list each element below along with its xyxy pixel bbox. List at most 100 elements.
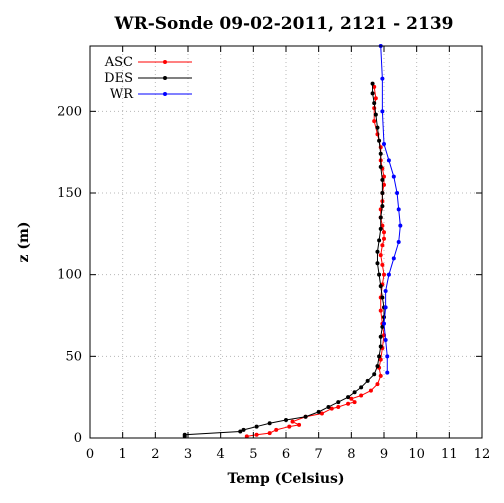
data-point-asc [382,272,386,277]
data-point-asc [359,393,364,398]
data-point-des [378,151,383,156]
data-point-des [380,177,385,182]
data-point-asc [382,230,386,235]
data-point-asc [382,174,386,179]
data-point-asc [375,382,380,387]
data-point-des [303,414,308,419]
data-point-wr [382,321,386,326]
legend-label-des: DES [104,71,133,86]
data-point-des [378,215,383,220]
data-point-des [378,344,383,349]
data-point-asc [267,431,272,436]
data-point-asc [380,243,385,248]
data-point-des [375,249,380,254]
data-point-des [377,354,382,359]
data-point-des [377,138,382,143]
data-point-des [378,284,383,289]
data-point-des [182,432,187,437]
data-point-asc [380,262,385,267]
series-asc [244,84,386,439]
legend-label-asc: ASC [104,55,133,70]
data-point-des [382,315,386,320]
data-point-des [375,261,380,266]
legend-label-wr: WR [110,87,134,102]
data-point-wr [395,191,400,195]
data-point-des [373,112,378,117]
data-point-asc [378,357,383,362]
data-point-wr [383,289,388,293]
data-point-asc [382,182,386,187]
x-tick-label: 6 [282,447,290,462]
data-point-wr [385,354,390,359]
x-tick-label: 3 [184,447,192,462]
data-point-wr [396,207,401,212]
x-tick-label: 11 [441,447,458,462]
data-point-des [352,390,357,395]
x-tick-label: 8 [347,447,355,462]
data-point-des [336,400,341,405]
data-point-asc [372,119,377,124]
data-point-wr [386,158,391,163]
y-axis-label: z (m) [16,222,32,263]
series-wr [378,44,403,375]
data-point-des [372,372,377,377]
y-tick-label: 100 [57,268,82,283]
x-axis-label: Temp (Celsius) [227,471,344,487]
series-line-wr [380,45,401,373]
data-point-asc [329,406,334,411]
data-point-des [326,404,331,409]
data-point-asc [382,236,386,241]
data-point-asc [352,400,357,405]
data-point-des [380,295,385,300]
y-tick-label: 200 [57,104,82,119]
x-tick-label: 9 [380,447,388,462]
data-point-asc [287,424,292,429]
data-point-asc [378,253,383,258]
x-tick-label: 1 [119,447,127,462]
data-point-des [380,191,385,195]
data-point-wr [398,223,403,228]
data-point-wr [383,338,388,342]
y-tick-label: 150 [57,186,82,201]
data-point-des [238,429,243,434]
data-point-des [375,364,380,369]
legend-marker-asc [163,60,167,64]
data-point-wr [383,305,388,310]
data-point-des [241,427,246,432]
data-point-des [378,334,383,339]
data-point-wr [382,142,386,146]
data-point-des [370,91,375,96]
x-tick-label: 5 [249,447,257,462]
data-point-asc [297,422,302,427]
chart-title: WR-Sonde 09-02-2011, 2121 - 2139 [114,14,454,34]
series-des [182,81,386,439]
y-tick-label: 0 [74,431,82,446]
x-tick-label: 12 [474,447,491,462]
data-point-asc [378,308,383,313]
data-point-des [346,395,351,400]
data-point-asc [254,432,259,437]
data-point-asc [336,404,341,409]
data-point-asc [274,427,279,432]
data-point-des [254,424,259,429]
data-point-asc [380,223,385,228]
series-line-des [184,83,385,437]
series-layer [182,44,403,439]
data-point-des [372,101,377,106]
x-tick-label: 0 [86,447,94,462]
x-tick-label: 2 [151,447,159,462]
data-point-asc [244,434,249,439]
data-point-wr [386,272,391,277]
x-tick-label: 7 [315,447,323,462]
x-tick-label: 4 [217,447,225,462]
data-point-asc [319,411,324,416]
data-point-asc [372,84,377,89]
legend-marker-des [163,76,167,80]
series-line-asc [246,86,385,437]
data-point-des [284,418,288,423]
y-tick-label: 50 [65,349,82,364]
data-point-asc [378,373,383,378]
